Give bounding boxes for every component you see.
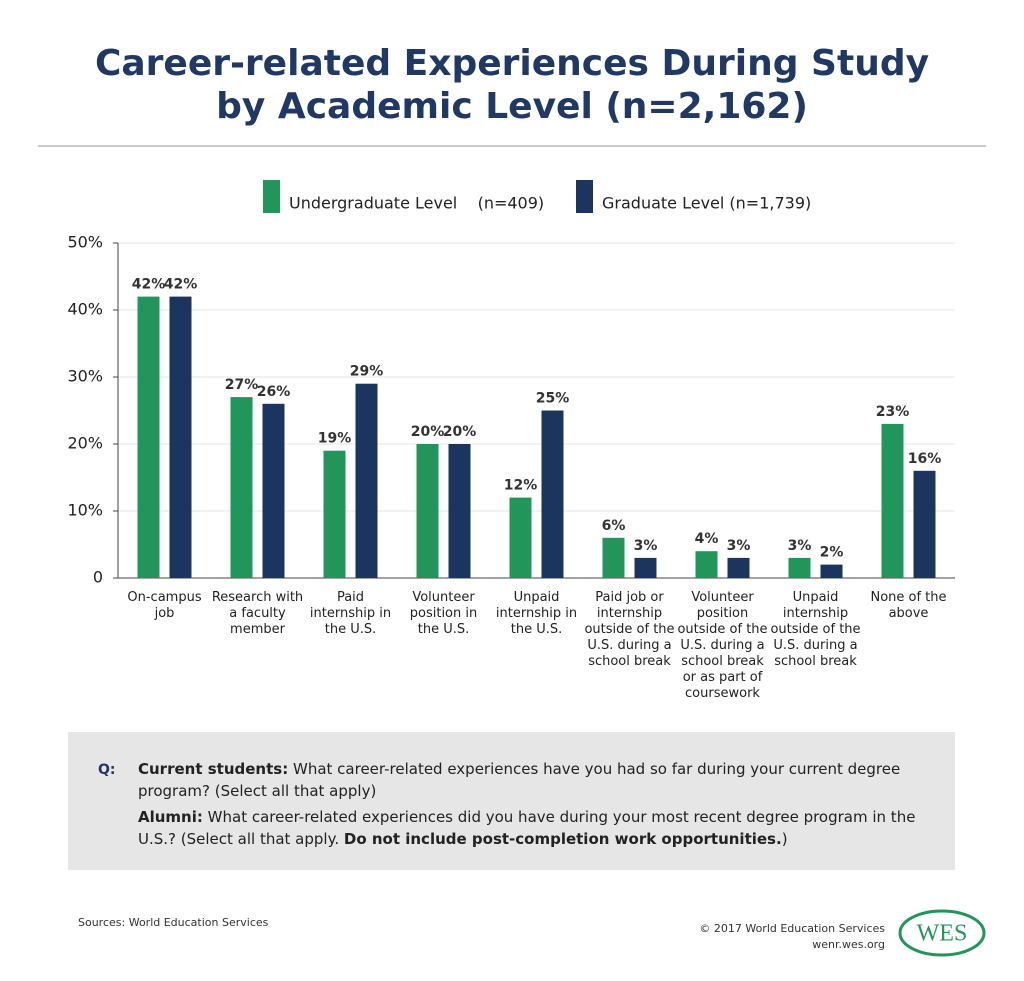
copyright: © 2017 World Education Services (699, 922, 885, 935)
x-tick-label: Paid job or internship outside of the U.… (584, 590, 675, 669)
bar (881, 423, 904, 578)
text: What career-related experiences have you… (138, 760, 901, 800)
value-label: 3% (727, 538, 751, 554)
value-label: 12% (504, 478, 538, 494)
value-label: 23% (876, 404, 910, 420)
value-label: 20% (443, 424, 477, 440)
bar (602, 537, 625, 578)
question-alumni: Alumni: What career-related experiences … (138, 806, 928, 850)
bar (820, 564, 843, 578)
x-tick-label: None of the above (870, 590, 947, 621)
bar (323, 450, 346, 578)
value-label: 2% (820, 545, 844, 561)
value-label: 4% (695, 531, 719, 547)
value-label: 29% (350, 364, 384, 380)
value-label: 25% (536, 391, 570, 407)
bar (169, 296, 192, 578)
logo: WES (917, 921, 968, 947)
x-tick-label: Unpaid internship in the U.S. (495, 590, 578, 637)
bar (509, 497, 532, 578)
y-tick-label: 0 (93, 568, 103, 587)
emphasis: Do not include post-completion work oppo… (343, 830, 782, 848)
bar (416, 444, 439, 578)
question-marker: Q: (98, 762, 116, 778)
y-tick-label: 40% (67, 300, 103, 319)
bar (355, 383, 378, 578)
y-tick-label: 30% (67, 367, 103, 386)
x-tick-label: On-campus job (127, 590, 202, 621)
y-tick-label: 50% (67, 233, 103, 252)
chart-subtitle: by Academic Level (n=2,162) (216, 86, 808, 127)
bar (727, 557, 750, 578)
text: ) (781, 830, 788, 848)
y-tick-label: 20% (67, 434, 103, 453)
website: wenr.wes.org (812, 938, 885, 951)
bar (137, 296, 160, 578)
text: What career-related experiences did you … (138, 808, 916, 848)
value-label: 42% (164, 277, 198, 293)
x-tick-label: Research with a faculty member (211, 590, 304, 637)
x-tick-label: Volunteer position in the U.S. (409, 590, 478, 637)
value-label: 3% (788, 538, 812, 554)
label: Alumni: (138, 808, 203, 826)
bar (262, 403, 285, 578)
legend-swatch (576, 180, 593, 213)
x-tick-label: Paid internship in the U.S. (309, 590, 392, 637)
value-label: 27% (225, 377, 259, 393)
question-current: Current students: What career-related ex… (138, 758, 928, 802)
legend-swatch (263, 180, 280, 213)
bar (913, 470, 936, 578)
logo-ring (898, 909, 986, 957)
label: Current students: (138, 760, 289, 778)
chart-title: Career-related Experiences During Study (95, 43, 929, 84)
value-label: 19% (318, 431, 352, 447)
value-label: 3% (634, 538, 658, 554)
x-tick-label: Unpaid internship outside of the U.S. du… (770, 590, 861, 669)
question-box: Q: Current students: What career-related… (68, 732, 955, 870)
y-tick-label: 10% (67, 501, 103, 520)
x-tick-label: Volunteer position outside of the U.S. d… (677, 590, 768, 701)
legend-label: Undergraduate Level (n=409) (289, 194, 544, 213)
sources: Sources: World Education Services (78, 916, 269, 929)
bar (695, 551, 718, 578)
bar (230, 397, 253, 578)
value-label: 16% (908, 451, 942, 467)
value-label: 26% (257, 384, 291, 400)
legend-label: Graduate Level (n=1,739) (602, 194, 811, 213)
value-label: 20% (411, 424, 445, 440)
value-label: 6% (602, 518, 626, 534)
bar (541, 410, 564, 578)
value-label: 42% (132, 277, 166, 293)
bar (634, 557, 657, 578)
bar (448, 444, 471, 578)
bar (788, 557, 811, 578)
